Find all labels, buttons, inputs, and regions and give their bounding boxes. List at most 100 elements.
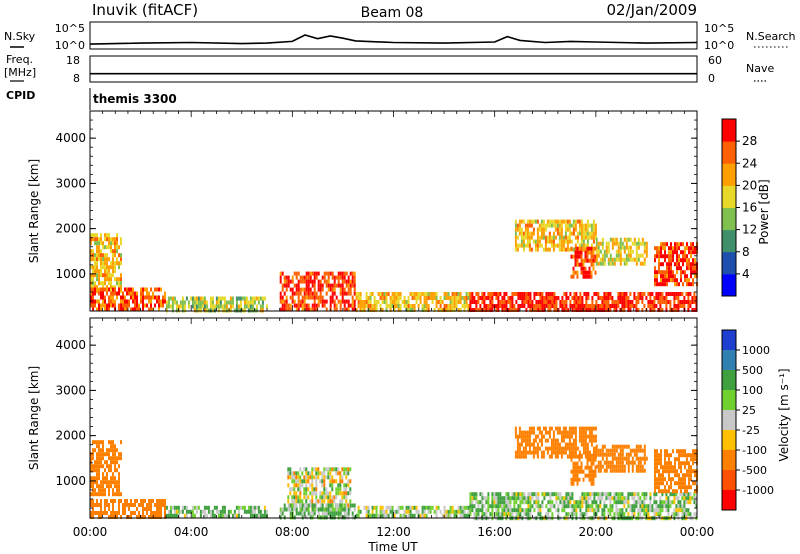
power-cell	[629, 253, 632, 258]
velocity-cell	[237, 509, 240, 514]
power-cell	[627, 253, 630, 258]
velocity-cell	[631, 504, 634, 509]
velocity-cell	[523, 492, 526, 497]
velocity-cell	[92, 507, 94, 511]
velocity-cell	[528, 450, 531, 455]
velocity-cell	[509, 508, 512, 513]
velocity-cell	[661, 508, 664, 513]
velocity-cell	[635, 500, 638, 505]
station-title: Inuvik (fitACF)	[92, 1, 198, 19]
power-cell	[335, 275, 338, 280]
velocity-cell	[110, 515, 112, 519]
power-cell	[325, 307, 328, 312]
power-cell	[343, 279, 346, 284]
power-cell	[658, 266, 660, 271]
velocity-cell	[537, 496, 540, 501]
velocity-cell	[621, 460, 624, 465]
velocity-cell	[169, 505, 172, 510]
velocity-cell	[90, 511, 92, 515]
power-cell	[538, 227, 541, 232]
power-cell	[673, 304, 676, 308]
power-cell	[128, 291, 130, 296]
power-cell	[552, 231, 555, 236]
velocity-cell	[112, 460, 114, 465]
velocity-cell	[694, 481, 696, 486]
velocity-cell	[570, 426, 573, 431]
velocity-cell	[499, 512, 502, 517]
power-cell	[685, 292, 688, 296]
velocity-cell	[576, 469, 579, 474]
velocity-cell	[580, 442, 583, 447]
velocity-cell	[695, 504, 698, 509]
velocity-cell	[667, 512, 670, 517]
velocity-cell	[623, 496, 626, 501]
power-cell	[120, 261, 122, 266]
velocity-cell	[611, 496, 614, 501]
power-cell	[672, 250, 674, 255]
velocity-cell	[116, 488, 118, 493]
power-cell	[662, 254, 664, 259]
velocity-cell	[491, 508, 494, 513]
velocity-cell	[305, 499, 308, 504]
velocity-cell	[562, 446, 565, 451]
velocity-cell	[678, 465, 680, 470]
velocity-cell	[580, 434, 583, 439]
power-cell	[629, 249, 632, 254]
velocity-cell	[605, 504, 608, 509]
velocity-cell	[313, 503, 316, 508]
power-cell	[124, 295, 126, 300]
power-cell	[676, 246, 678, 251]
velocity-cell	[497, 500, 500, 505]
velocity-cell	[579, 504, 582, 509]
velocity-cell	[365, 509, 368, 514]
velocity-cell	[637, 464, 640, 469]
power-cell	[395, 292, 398, 296]
power-cell	[649, 292, 652, 296]
power-cell	[678, 266, 680, 271]
velocity-cell	[305, 471, 308, 476]
velocity-cell	[110, 440, 112, 445]
velocity-cell	[289, 511, 292, 516]
power-cell	[106, 277, 108, 282]
velocity-cell	[548, 430, 551, 435]
power-cell	[521, 296, 524, 300]
power-cell	[643, 304, 646, 308]
velocity-cell	[399, 505, 402, 510]
power-cell	[367, 304, 370, 308]
power-cell	[481, 300, 484, 304]
velocity-cell	[100, 484, 102, 489]
power-cell	[317, 287, 320, 292]
power-cell	[120, 241, 122, 246]
power-cell	[118, 291, 120, 296]
power-cell	[691, 308, 694, 312]
power-cell	[670, 262, 672, 267]
velocity-cell	[327, 467, 330, 472]
velocity-cell	[689, 492, 692, 497]
velocity-cell	[544, 426, 547, 431]
velocity-cell	[469, 508, 472, 513]
power-cell	[514, 231, 517, 236]
power-cell	[619, 249, 622, 254]
velocity-cell	[639, 464, 642, 469]
velocity-cell	[239, 505, 242, 510]
velocity-cell	[690, 465, 692, 470]
power-cell	[431, 292, 434, 296]
velocity-cell	[303, 511, 306, 516]
velocity-cell	[335, 495, 338, 500]
velocity-cell	[586, 426, 589, 431]
velocity-cell	[102, 444, 104, 449]
velocity-cell	[678, 481, 680, 486]
velocity-cell	[513, 508, 516, 513]
velocity-cell	[631, 492, 634, 497]
velocity-cell	[96, 480, 98, 485]
power-cell	[693, 296, 696, 300]
power-cell	[575, 292, 578, 296]
power-cell	[611, 237, 614, 242]
velocity-cell	[98, 460, 100, 465]
velocity-cell	[583, 512, 586, 517]
power-cell	[142, 307, 144, 312]
power-cell	[477, 292, 480, 296]
velocity-cell	[673, 492, 676, 497]
velocity-cell	[177, 509, 180, 514]
power-cell	[90, 253, 92, 258]
